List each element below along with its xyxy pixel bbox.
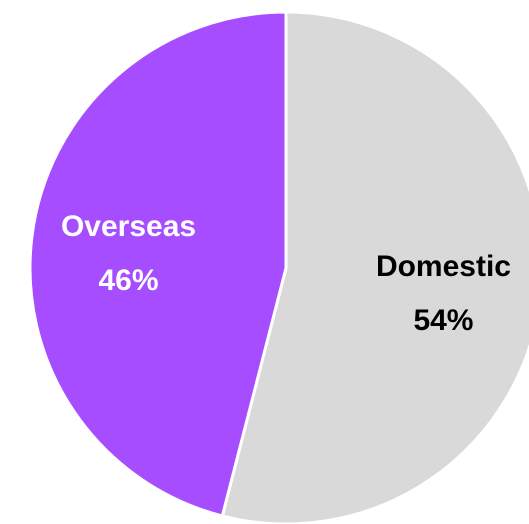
slice-label-domestic: Domestic — [376, 250, 511, 283]
pie-slice-overseas — [28, 10, 288, 518]
pie-slices — [28, 10, 529, 524]
pie-labels: Domestic 54% Overseas 46% — [61, 210, 511, 337]
slice-label-overseas: Overseas — [61, 210, 196, 243]
pie-slice-domestic — [220, 10, 529, 524]
slice-value-overseas: 46% — [99, 264, 159, 297]
slice-value-domestic: 54% — [413, 304, 473, 337]
